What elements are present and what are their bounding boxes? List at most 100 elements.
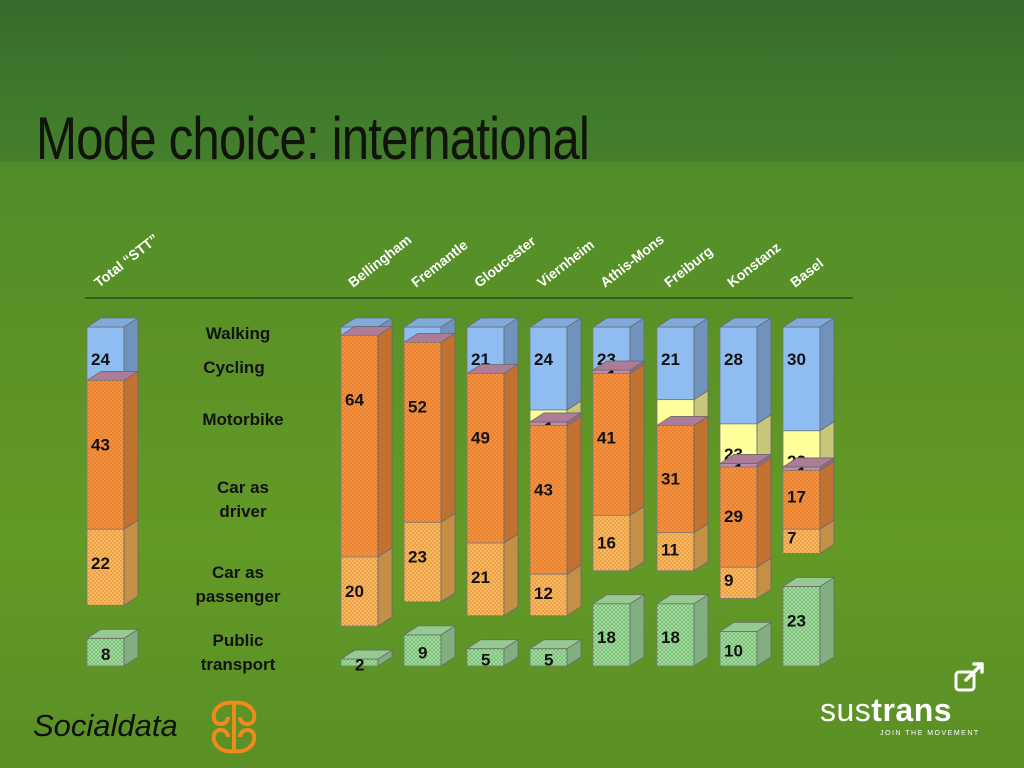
bar-4-car-driver-label: 43 xyxy=(534,480,553,499)
bar-2-car-driver-texture xyxy=(404,342,441,523)
bar-7-car-driver-side xyxy=(756,457,772,568)
bar-2-car-driver-label: 52 xyxy=(408,397,427,416)
label-walking-text: Walking xyxy=(205,324,271,343)
sustrans-logo: sustrans JOIN THE MOVEMENT xyxy=(820,690,980,740)
bar-2-car-driver-side xyxy=(440,332,456,524)
bar-0-public-transport xyxy=(85,628,140,667)
bar-0-car-passenger-texture xyxy=(87,529,124,606)
bar-6-car-passenger-label: 11 xyxy=(661,540,679,559)
bar-4-public-transport-texture xyxy=(530,648,567,666)
bar-1-car-driver-label: 64 xyxy=(345,390,364,409)
category-label-0: Total “STT” xyxy=(91,231,161,291)
bar-0-public-transport-label: 8 xyxy=(101,645,110,664)
bar-1-car-driver xyxy=(340,325,393,558)
socialdata-logo-text: Socialdata xyxy=(33,708,178,743)
bar-6-public-transport xyxy=(655,593,710,667)
bar-2-car-passenger-label: 23 xyxy=(408,547,427,566)
bar-5-motorbike-top xyxy=(591,360,646,371)
bar-5-car-driver-side xyxy=(629,363,645,517)
bar-1-car-passenger-label: 20 xyxy=(345,582,364,601)
bar-4-public-transport-top xyxy=(528,639,583,650)
bar-7-car-passenger xyxy=(719,557,772,600)
bar-3-car-driver-texture xyxy=(467,373,504,544)
bar-7-public-transport-texture xyxy=(720,631,757,666)
bar-5-car-driver xyxy=(592,363,645,517)
bar-0-walking-top xyxy=(85,317,140,328)
bar-7-walking-top xyxy=(718,317,773,328)
bar-7-public-transport xyxy=(718,621,773,667)
label-motorbike: Motorbike xyxy=(188,408,298,432)
bar-8-public-transport-texture xyxy=(783,586,820,666)
bar-5-car-passenger-side xyxy=(629,505,645,572)
bar-8-car-driver-texture xyxy=(783,470,820,530)
category-label-6: Freiburg xyxy=(661,243,716,291)
bar-0-car-driver-label: 43 xyxy=(91,435,110,454)
bar-0-car-passenger-side xyxy=(123,519,139,607)
bar-3-car-passenger-side xyxy=(503,533,519,617)
bar-1-car-driver-side xyxy=(377,325,393,558)
label-public-transport-line1: Public xyxy=(212,631,264,650)
sustrans-logo-bold: trans xyxy=(871,692,953,728)
bar-3-car-driver-label: 49 xyxy=(471,429,490,448)
label-public-transport: Public transport xyxy=(183,629,293,677)
bar-8-walking-label: 30 xyxy=(787,350,806,369)
bar-5-car-driver-texture xyxy=(593,373,630,516)
bar-0-public-transport-texture xyxy=(87,638,124,666)
bar-7-public-transport-label: 10 xyxy=(724,642,743,661)
bar-8-public-transport-top xyxy=(781,577,836,587)
bar-8-car-driver-label: 17 xyxy=(787,488,806,507)
bar-5-public-transport-texture xyxy=(593,603,630,666)
bar-3-car-passenger xyxy=(466,533,519,617)
bar-8-public-transport-side xyxy=(819,576,835,667)
bar-8-car-passenger xyxy=(782,519,835,555)
bar-6-car-passenger-texture xyxy=(657,532,694,571)
bar-6-car-passenger-side xyxy=(693,522,709,572)
bar-8-walking-front xyxy=(782,326,821,432)
bar-3-car-driver-side xyxy=(503,363,519,544)
bar-8-motorbike-top xyxy=(781,457,836,468)
bar-6-car-driver-side xyxy=(693,415,709,534)
bar-5-walking-top xyxy=(591,317,646,328)
bar-3-public-transport-texture xyxy=(467,648,504,666)
bar-6-walking-side xyxy=(693,317,709,401)
bar-7-car-passenger-label: 9 xyxy=(724,571,733,590)
bar-8-car-passenger-side xyxy=(819,519,835,555)
bar-4-public-transport xyxy=(528,638,583,667)
label-cycling: Cycling xyxy=(179,356,289,380)
bar-4-car-passenger-texture xyxy=(530,574,567,616)
bar-6-public-transport-side xyxy=(693,593,709,667)
bar-6-car-driver xyxy=(656,415,709,534)
category-label-1: Bellingham xyxy=(345,231,414,290)
bar-5-public-transport xyxy=(591,593,646,667)
bar-4-car-passenger-label: 12 xyxy=(534,584,553,603)
label-car-driver-line1: Car as xyxy=(217,478,269,497)
label-public-transport-line2: transport xyxy=(200,655,276,674)
bar-4-car-driver-texture xyxy=(530,425,567,575)
bar-5-public-transport-top xyxy=(591,594,646,605)
bar-3-car-passenger-texture xyxy=(467,543,504,616)
bar-2-car-passenger-side xyxy=(440,512,456,603)
bar-8-car-passenger-label: 7 xyxy=(787,529,796,548)
label-walking: Walking xyxy=(183,322,293,346)
bar-7-car-driver-label: 29 xyxy=(724,507,743,526)
bar-8-car-driver-side xyxy=(819,460,835,530)
category-label-5: Athis-Mons xyxy=(597,231,667,291)
bar-1-car-passenger xyxy=(340,547,393,627)
bar-3-car-passenger-label: 21 xyxy=(471,568,490,587)
bar-4-car-driver xyxy=(529,415,582,575)
bar-5-public-transport-label: 18 xyxy=(597,628,616,647)
bar-6-public-transport-top xyxy=(655,594,710,605)
category-label-4: Viernheim xyxy=(534,236,597,290)
bar-1-car-passenger-side xyxy=(377,547,393,627)
sustrans-logo-light: sus xyxy=(820,692,872,728)
label-car-driver: Car as driver xyxy=(188,476,298,524)
bar-5-car-passenger xyxy=(592,505,645,572)
category-label-8: Basel xyxy=(787,255,826,291)
sustrans-tagline: JOIN THE MOVEMENT xyxy=(880,730,980,737)
bar-1-public-transport-top xyxy=(339,649,394,660)
category-label-3: Gloucester xyxy=(471,232,539,290)
label-cycling-text: Cycling xyxy=(203,358,265,377)
bar-7-walking-side xyxy=(756,317,772,425)
bar-3-walking-top xyxy=(465,317,520,328)
bar-2-car-passenger xyxy=(403,512,456,603)
